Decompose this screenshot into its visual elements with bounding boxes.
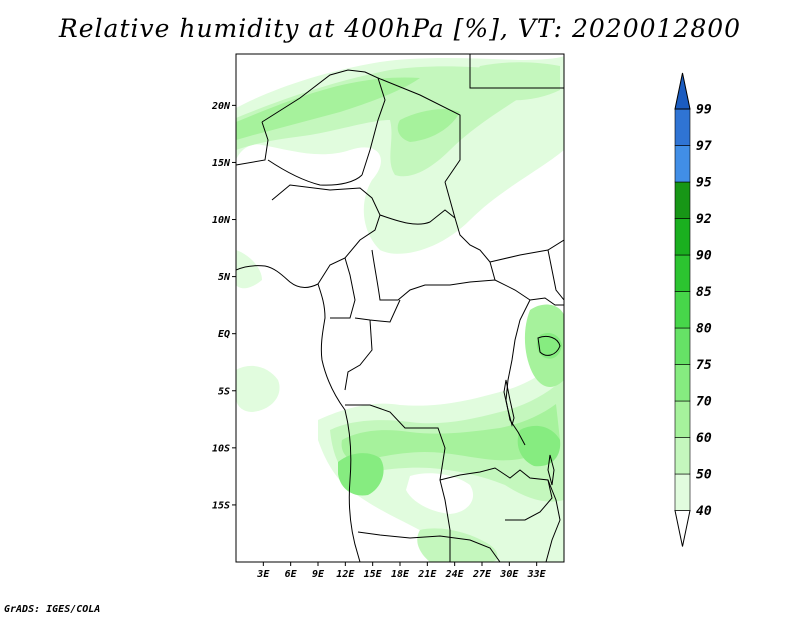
- lake-tanganyika: [503, 379, 515, 427]
- border-east: [529, 249, 564, 306]
- border-congo: [344, 299, 401, 391]
- colorbar-label: 40: [696, 504, 712, 519]
- colorbar-label: 97: [696, 139, 712, 154]
- colorbar-segment: [674, 254, 691, 292]
- colorbar-segment: [674, 291, 691, 329]
- humidity-band-south-mid: [341, 404, 560, 462]
- colorbar-segment: [674, 327, 691, 365]
- colorbar-segment: [674, 218, 691, 256]
- longitude-axis: 3E 6E 9E 12E 15E 18E 21E 24E 27E 30E 33E: [256, 562, 547, 580]
- colorbar-label: 92: [696, 212, 712, 227]
- lat-tick-label: 15N: [212, 158, 231, 169]
- lon-tick-label: 12E: [336, 569, 355, 580]
- colorbar-segment: [674, 145, 691, 183]
- lon-tick-label: 6E: [285, 569, 298, 580]
- border-chad-car: [379, 209, 496, 281]
- colorbar-label: 95: [696, 176, 712, 191]
- colorbar-label: 90: [696, 249, 712, 264]
- border-car-south: [371, 249, 531, 301]
- border-drc-east: [505, 299, 531, 446]
- lon-tick-label: 15E: [364, 569, 383, 580]
- lon-tick-label: 24E: [445, 569, 465, 580]
- border-libya-chad: [377, 77, 461, 183]
- colorbar-segment: [674, 108, 691, 146]
- lon-tick-label: 33E: [527, 569, 547, 580]
- colorbar-label: 85: [696, 285, 712, 300]
- lon-tick-label: 21E: [417, 569, 437, 580]
- colorbar-segment: [674, 473, 691, 511]
- latitude-axis: 20N 15N 10N 5N EQ 5S 10S 15S: [211, 101, 236, 511]
- colorbar-label: 50: [696, 468, 712, 483]
- chart-title: Relative humidity at 400hPa [%], VT: 202…: [58, 14, 742, 43]
- lat-tick-label: 10N: [212, 215, 231, 226]
- border-cameroon: [330, 257, 356, 319]
- border-mozambique: [545, 479, 561, 562]
- lat-tick-label: 5N: [218, 272, 231, 283]
- humidity-patch-sahel: [397, 109, 460, 142]
- colorbar-upper-extension: [674, 72, 691, 110]
- humidity-patch-atlantic: [236, 365, 280, 412]
- lat-tick-label: EQ: [218, 329, 230, 340]
- lat-tick-label: 15S: [212, 500, 230, 511]
- border-niger-nigeria: [236, 121, 363, 186]
- humidity-patch-south-clear: [406, 473, 474, 514]
- colorbar-label: 80: [696, 322, 712, 337]
- humidity-patch-south-coast: [417, 528, 498, 562]
- humidity-patch-ne: [477, 62, 560, 101]
- lake-malawi: [547, 454, 555, 486]
- lat-tick-label: 20N: [211, 101, 231, 112]
- lon-tick-label: 9E: [312, 569, 325, 580]
- border-sudan-south: [444, 181, 564, 263]
- humidity-patch-atlantic-2: [236, 250, 262, 289]
- colorbar-label: 99: [696, 103, 712, 118]
- colorbar: 40 50 60 70 75 80 85 90 92 95 97 99: [674, 72, 712, 547]
- border-namibia: [357, 531, 501, 562]
- lon-tick-label: 3E: [256, 569, 270, 580]
- colorbar-label: 60: [696, 431, 712, 446]
- humidity-band-north-mid: [236, 77, 420, 140]
- coastline-west-africa: [236, 265, 361, 562]
- colorbar-lower-extension: [674, 510, 691, 547]
- grads-credit: GrADS: IGES/COLA: [4, 604, 101, 615]
- colorbar-label: 75: [696, 358, 712, 373]
- lon-tick-label: 27E: [472, 569, 492, 580]
- lon-tick-label: 30E: [499, 569, 519, 580]
- colorbar-segment: [674, 364, 691, 402]
- colorbar-segment: [674, 437, 691, 475]
- lat-tick-label: 5S: [218, 386, 230, 397]
- border-sahara: [261, 69, 386, 176]
- lon-tick-label: 18E: [391, 569, 410, 580]
- border-angola: [345, 404, 451, 562]
- lat-tick-label: 10S: [212, 443, 230, 454]
- border-egypt-sudan: [469, 54, 564, 89]
- colorbar-label: 70: [696, 395, 712, 410]
- map-boundaries: [236, 54, 564, 562]
- colorbar-segment: [674, 400, 691, 438]
- colorbar-segment: [674, 181, 691, 219]
- lake-victoria: [537, 335, 561, 356]
- humidity-field: [236, 56, 564, 562]
- border-zambia: [439, 467, 553, 521]
